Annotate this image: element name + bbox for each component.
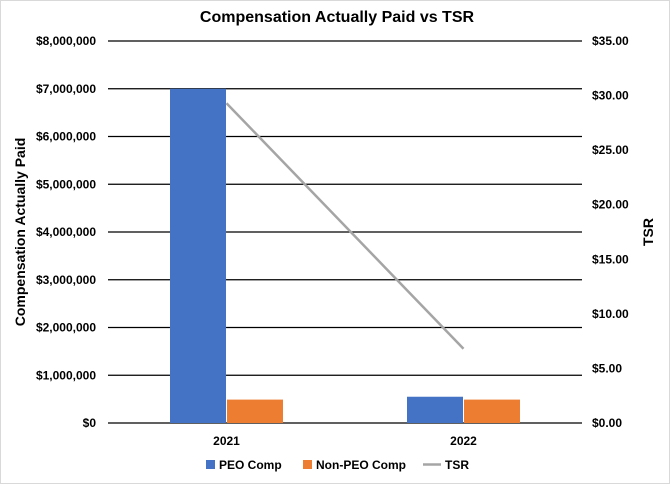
left-tick-label: $2,000,000 bbox=[36, 321, 96, 335]
x-axis-ticks: 2021 2022 bbox=[213, 434, 477, 448]
right-tick-label: $20.00 bbox=[592, 198, 629, 212]
legend-swatch-peo-comp bbox=[206, 460, 215, 469]
legend-swatch-non-peo-comp bbox=[303, 460, 312, 469]
right-tick-label: $10.00 bbox=[592, 307, 629, 321]
right-tick-label: $35.00 bbox=[592, 34, 629, 48]
right-axis-title: TSR bbox=[640, 218, 656, 246]
left-axis-title: Compensation Actually Paid bbox=[12, 138, 28, 327]
left-tick-label: $6,000,000 bbox=[36, 130, 96, 144]
bar-non-peo-comp-2021 bbox=[227, 399, 283, 423]
right-tick-label: $30.00 bbox=[592, 89, 629, 103]
left-tick-label: $3,000,000 bbox=[36, 273, 96, 287]
legend-label-tsr: TSR bbox=[445, 458, 469, 472]
chart-title: Compensation Actually Paid vs TSR bbox=[200, 9, 475, 26]
tsr-line-group bbox=[225, 102, 465, 350]
left-tick-label: $7,000,000 bbox=[36, 82, 96, 96]
left-axis-ticks: $0 $1,000,000 $2,000,000 $3,000,000 $4,000,0… bbox=[36, 34, 96, 430]
right-tick-label: $25.00 bbox=[592, 143, 629, 157]
right-tick-label: $15.00 bbox=[592, 252, 629, 266]
right-tick-label: $5.00 bbox=[592, 361, 622, 375]
bar-non-peo-comp-2022 bbox=[464, 399, 520, 423]
right-axis-ticks: $0.00 $5.00 $10.00 $15.00 $20.00 $25.00 $30.00… bbox=[592, 34, 629, 430]
left-tick-label: $0 bbox=[83, 416, 97, 430]
legend-label-non-peo-comp: Non-PEO Comp bbox=[316, 458, 406, 472]
right-tick-label: $0.00 bbox=[592, 416, 622, 430]
bar-peo-comp-2021 bbox=[170, 88, 226, 423]
legend-label-peo-comp: PEO Comp bbox=[219, 458, 282, 472]
legend: PEO Comp Non-PEO Comp TSR bbox=[206, 458, 469, 472]
bars bbox=[170, 88, 520, 423]
bar-peo-comp-2022 bbox=[407, 396, 463, 423]
tsr-line bbox=[225, 102, 465, 350]
x-tick-label: 2022 bbox=[450, 434, 477, 448]
left-tick-label: $4,000,000 bbox=[36, 225, 96, 239]
left-tick-label: $5,000,000 bbox=[36, 177, 96, 191]
left-tick-label: $1,000,000 bbox=[36, 368, 96, 382]
left-tick-label: $8,000,000 bbox=[36, 34, 96, 48]
x-tick-label: 2021 bbox=[213, 434, 240, 448]
